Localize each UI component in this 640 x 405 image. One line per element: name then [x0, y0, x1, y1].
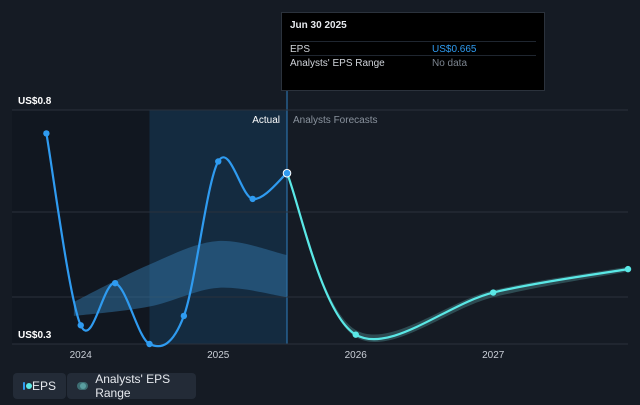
- range-legend-swatch-icon: [77, 382, 89, 390]
- analysts-forecasts-label: Analysts Forecasts: [293, 115, 377, 126]
- eps-forecast-point: [624, 265, 632, 273]
- legend-item-eps-range[interactable]: Analysts' EPS Range: [67, 372, 196, 400]
- eps-forecast-line: [285, 172, 630, 341]
- eps-actual-point: [77, 322, 84, 329]
- x-tick-label: 2027: [482, 350, 505, 361]
- x-tick-label: 2024: [70, 350, 93, 361]
- tooltip: Jun 30 2025 EPS US$0.665 Analysts' EPS R…: [281, 12, 545, 91]
- tooltip-row-range: Analysts' EPS Range No data: [290, 55, 536, 70]
- eps-actual-point: [111, 279, 119, 287]
- tooltip-eps-label: EPS: [290, 44, 311, 55]
- historical-range-band: [73, 240, 287, 316]
- eps-actual-point: [180, 312, 188, 320]
- actual-label: Actual: [252, 115, 280, 126]
- eps-forecast-point: [352, 331, 359, 338]
- tooltip-range-label: Analysts' EPS Range: [290, 58, 385, 69]
- forecast-range-band: [287, 173, 628, 342]
- x-tick-label: 2025: [207, 350, 230, 361]
- eps-actual-point: [249, 195, 256, 203]
- legend-item-eps[interactable]: EPS: [13, 373, 66, 399]
- tooltip-date: Jun 30 2025: [290, 20, 347, 31]
- eps-actual-line: [45, 132, 289, 348]
- x-tick-label: 2026: [345, 350, 368, 361]
- y-axis-top-label: US$0.8: [18, 96, 52, 107]
- tooltip-row-eps: EPS US$0.665: [290, 41, 536, 56]
- eps-actual-point: [215, 158, 222, 165]
- eps-legend-swatch-icon: [23, 382, 32, 390]
- legend-eps-label: EPS: [31, 379, 56, 393]
- recent-year-highlight: [149, 110, 287, 344]
- eps-actual-point: [43, 130, 50, 137]
- legend-range-label: Analysts' EPS Range: [95, 372, 171, 400]
- eps-actual-point: [146, 340, 153, 348]
- eps-forecast-point: [490, 289, 497, 296]
- tooltip-eps-value: US$0.665: [432, 44, 477, 55]
- y-axis-bottom-label: US$0.3: [18, 330, 52, 341]
- tooltip-range-value: No data: [432, 58, 468, 69]
- eps-actual-point: [282, 168, 292, 178]
